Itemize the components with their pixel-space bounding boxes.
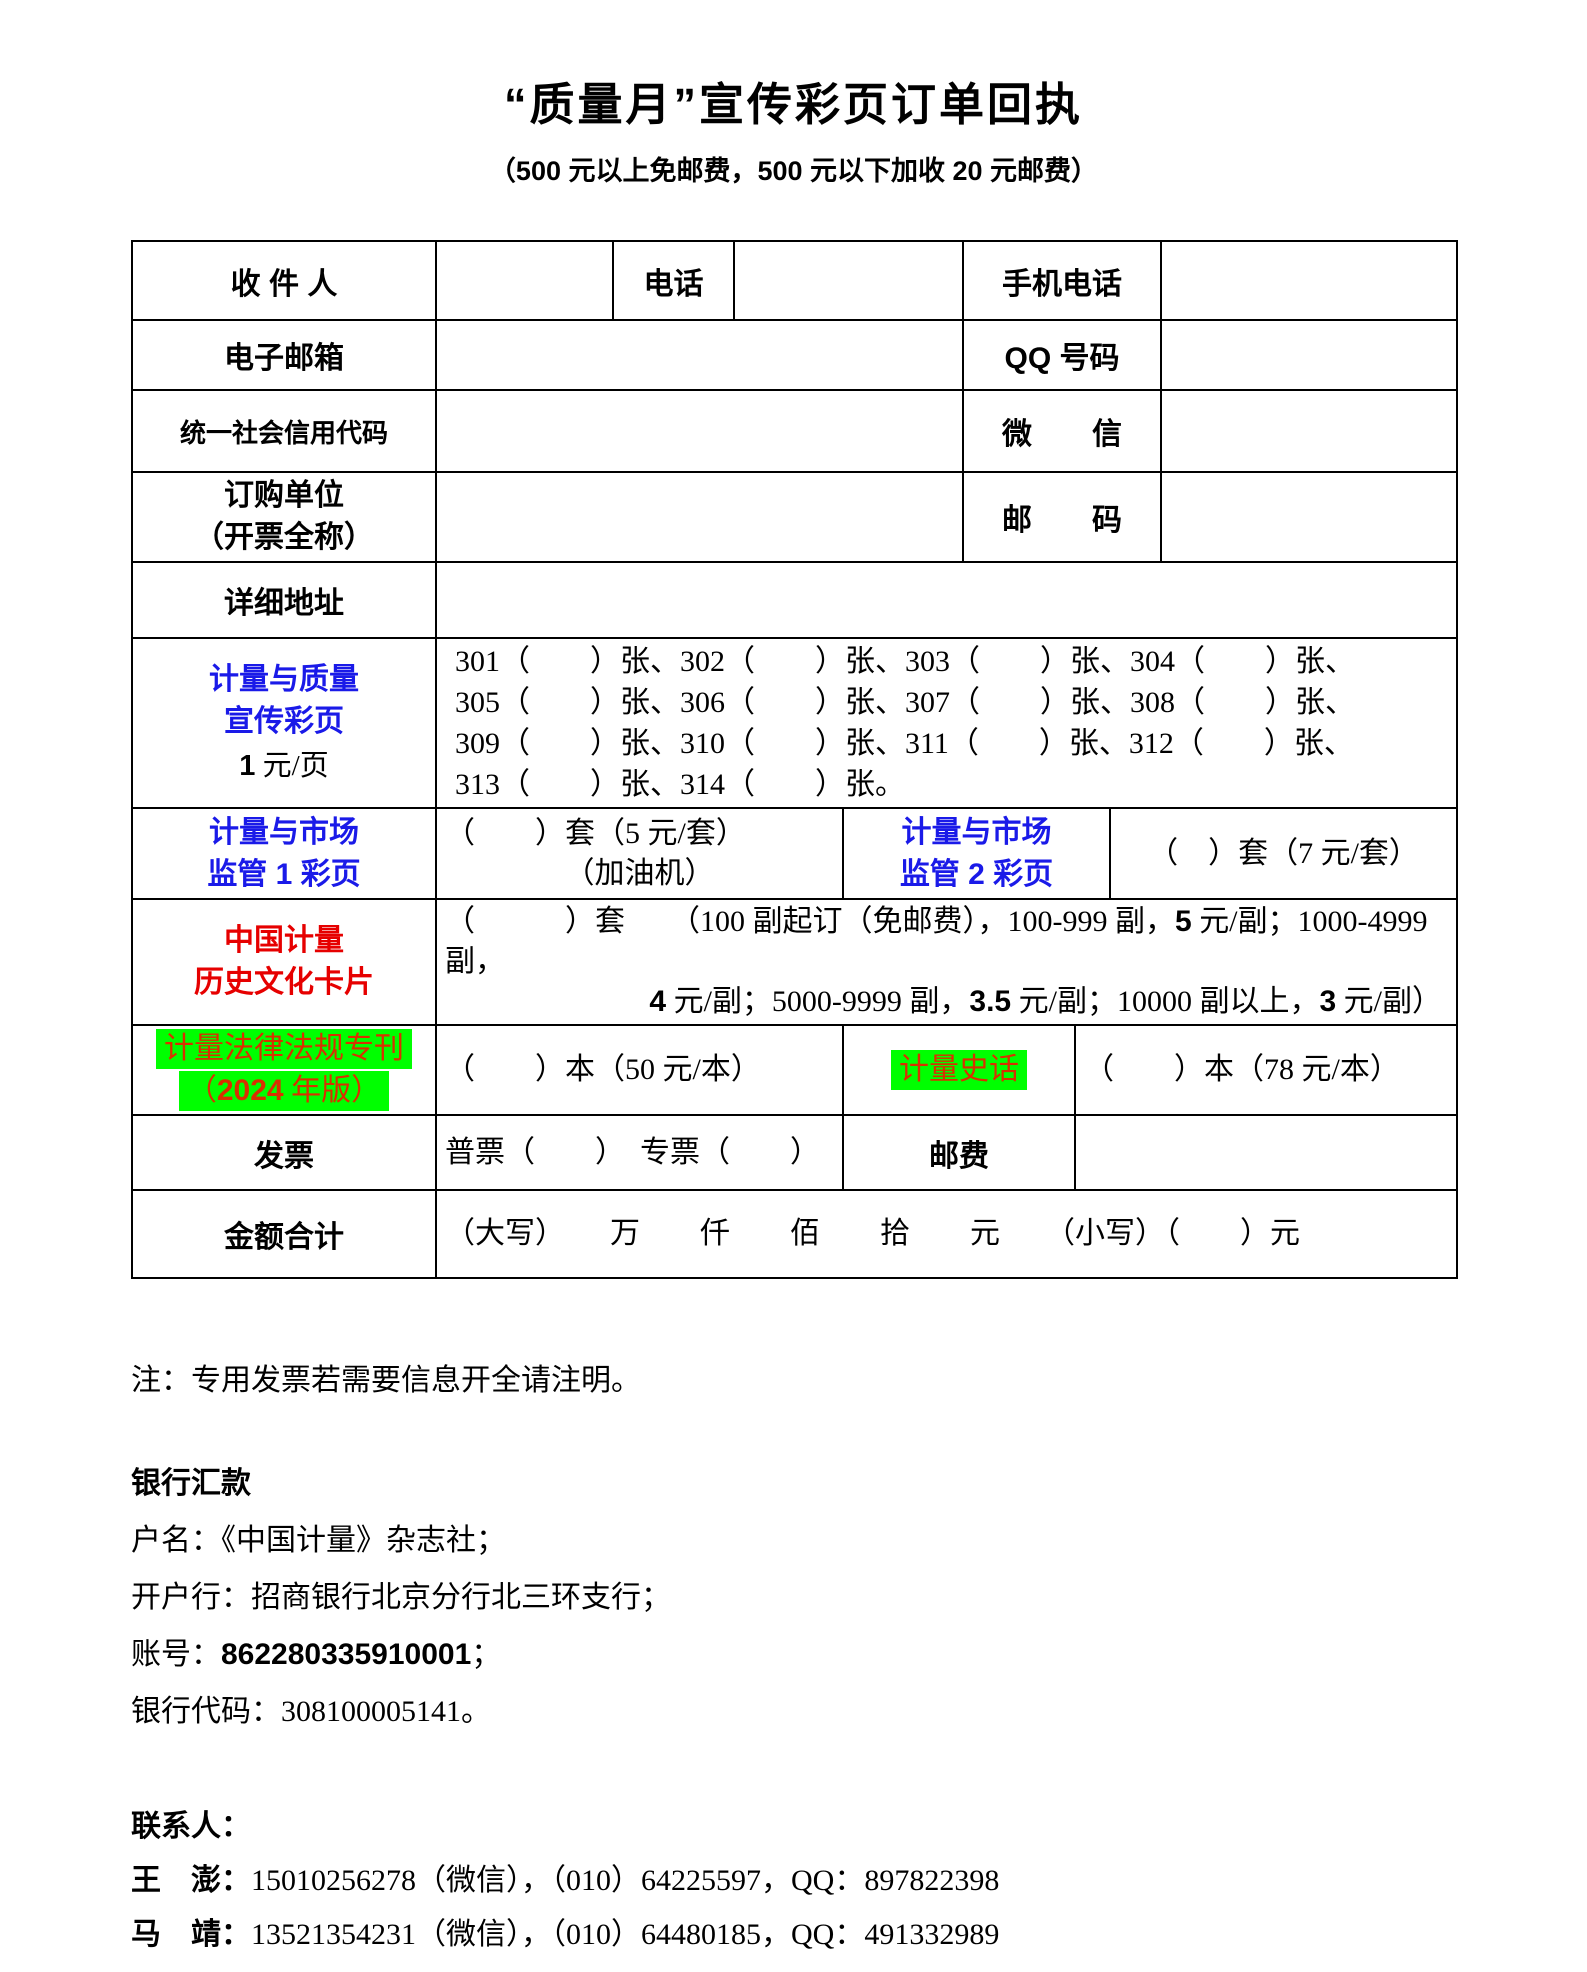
order-form-table: 收 件 人 电话 手机电话 电子邮箱 QQ 号码 统一社会信用代码 微 信 订购… — [131, 240, 1458, 1279]
bank-heading: 银行汇款 — [131, 1467, 251, 1500]
contact-person-2: 马 靖：13521354231（微信），（010）64480185，QQ：491… — [131, 1918, 1000, 1951]
law-label-line2: （2024 年版） — [178, 1071, 390, 1111]
address-label: 详细地址 — [131, 561, 437, 639]
bank-code: 银行代码：308100005141。 — [131, 1695, 491, 1728]
bank-account-number-line: 账号：862280335910001； — [131, 1638, 502, 1671]
email-input-cell[interactable] — [435, 319, 964, 391]
catalog-options-cell[interactable]: 301（ ）张、302（ ）张、303（ ）张、304（ ）张、 305（ ）张… — [435, 637, 1458, 809]
catalog-price: 1 元/页 — [239, 750, 329, 782]
recipient-input-cell[interactable] — [435, 240, 614, 321]
order-unit-label-line1: 订购单位 — [224, 479, 344, 512]
catalog-label-line2: 宣传彩页 — [224, 705, 344, 738]
page-title: “质量月”宣传彩页订单回执 — [503, 79, 1083, 130]
cards-price-line2: 4 元/副；5000-9999 副，3.5 元/副；10000 副以上，3 元/… — [649, 985, 1442, 1018]
mobile-input-cell[interactable] — [1160, 240, 1458, 321]
credit-code-input-cell[interactable] — [435, 389, 964, 473]
postage-input-cell[interactable] — [1074, 1114, 1458, 1191]
invoice-label: 发票 — [131, 1114, 437, 1191]
contact-person-1: 王 澎：15010256278（微信），（010）64225597，QQ：897… — [131, 1864, 1000, 1897]
zip-label: 邮 码 — [962, 471, 1162, 563]
order-unit-label-line2: （开票全称） — [194, 521, 374, 554]
catalog-line: 305（ ）张、306（ ）张、307（ ）张、308（ ）张、 — [455, 686, 1355, 719]
recipient-label: 收 件 人 — [131, 240, 437, 321]
credit-code-label: 统一社会信用代码 — [131, 389, 437, 473]
market2-qty-cell[interactable]: （ ）套（7 元/套） — [1109, 807, 1458, 900]
zip-input-cell[interactable] — [1160, 471, 1458, 563]
cards-price-cell[interactable]: （ ）套 （100 副起订（免邮费），100-999 副，5 元/副；1000-… — [435, 898, 1458, 1026]
cards-price-line1: （ ）套 （100 副起订（免邮费），100-999 副，5 元/副；1000-… — [445, 905, 1428, 978]
phone-input-cell[interactable] — [733, 240, 964, 321]
email-label: 电子邮箱 — [131, 319, 437, 391]
qq-label: QQ 号码 — [962, 319, 1162, 391]
law-qty-cell[interactable]: （ ）本（50 元/本） — [435, 1024, 844, 1116]
mobile-label: 手机电话 — [962, 240, 1162, 321]
email-line: E-mail：1454401916@qq.com 网 址：www.chinajl… — [131, 1962, 1587, 1972]
market2-label: 计量与市场 监管 2 彩页 — [842, 807, 1111, 900]
market1-label: 计量与市场 监管 1 彩页 — [131, 807, 437, 900]
phone-label: 电话 — [612, 240, 735, 321]
invoice-options-cell[interactable]: 普票（ ） 专票（ ） — [435, 1114, 844, 1191]
market1-qty-cell[interactable]: （ ）套（5 元/套） （加油机） — [435, 807, 844, 900]
catalog-line: 313（ ）张、314（ ）张。 — [455, 768, 905, 801]
page-subtitle: （500 元以上免邮费，500 元以下加收 20 元邮费） — [488, 156, 1099, 186]
bank-branch: 开户行：招商银行北京分行北三环支行； — [131, 1581, 671, 1614]
catalog-line: 309（ ）张、310（ ）张、311（ ）张、312（ ）张、 — [455, 727, 1354, 760]
bank-section: 银行汇款 户名：《中国计量》杂志社； 开户行：招商银行北京分行北三环支行； 账号… — [131, 1455, 1587, 1740]
bank-account-number: 862280335910001 — [221, 1638, 472, 1671]
order-unit-label: 订购单位 （开票全称） — [131, 471, 437, 563]
cards-label: 中国计量 历史文化卡片 — [131, 898, 437, 1026]
wechat-label: 微 信 — [962, 389, 1162, 473]
address-input-cell[interactable] — [435, 561, 1458, 639]
history-label: 计量史话 — [891, 1050, 1027, 1090]
total-value-cell[interactable]: （大写） 万 仟 佰 拾 元 （小写）（ ）元 — [435, 1189, 1458, 1279]
contacts-section: 联系人： 王 澎：15010256278（微信），（010）64225597，Q… — [131, 1800, 1587, 1972]
bank-account-name: 户名：《中国计量》杂志社； — [131, 1524, 506, 1557]
catalog-label: 计量与质量 宣传彩页 1 元/页 — [131, 637, 437, 809]
qq-input-cell[interactable] — [1160, 319, 1458, 391]
law-label-line1: 计量法律法规专刊 — [156, 1029, 412, 1069]
note-text: 注：专用发票若需要信息开全请注明。 — [131, 1364, 641, 1397]
wechat-input-cell[interactable] — [1160, 389, 1458, 473]
history-label-cell: 计量史话 — [842, 1024, 1076, 1116]
postage-label: 邮费 — [842, 1114, 1076, 1191]
catalog-label-line1: 计量与质量 — [209, 663, 359, 696]
contacts-heading: 联系人： — [131, 1810, 251, 1843]
order-unit-input-cell[interactable] — [435, 471, 964, 563]
law-label: 计量法律法规专刊 （2024 年版） — [131, 1024, 437, 1116]
catalog-line: 301（ ）张、302（ ）张、303（ ）张、304（ ）张、 — [455, 645, 1355, 678]
history-qty-cell[interactable]: （ ）本（78 元/本） — [1074, 1024, 1458, 1116]
total-label: 金额合计 — [131, 1189, 437, 1279]
